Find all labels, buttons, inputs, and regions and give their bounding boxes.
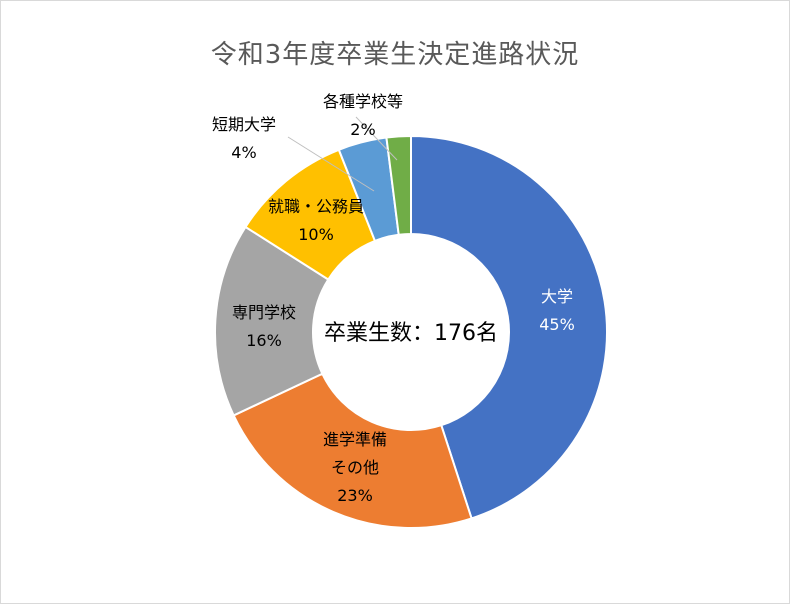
leader-line-5	[355, 116, 398, 161]
data-label-2: 専門学校 16%	[232, 303, 296, 350]
data-label-3: 就職・公務員 10%	[268, 197, 364, 244]
center-label: 卒業生数：176名	[324, 321, 498, 346]
data-label-1: 進学準備その他 23%	[323, 430, 387, 505]
data-label-0: 大学 45%	[539, 287, 575, 334]
chart-title: 令和3年度卒業生決定進路状況	[210, 40, 580, 70]
donut-slice-0	[410, 134, 608, 520]
donut-slice-5	[385, 134, 412, 236]
leader-line-4	[287, 136, 375, 192]
data-label-5: 各種学校等 2%	[323, 92, 403, 139]
data-label-4: 短期大学 4%	[212, 115, 276, 162]
donut-slice-1	[232, 372, 473, 529]
donut-slice-2	[214, 225, 330, 417]
